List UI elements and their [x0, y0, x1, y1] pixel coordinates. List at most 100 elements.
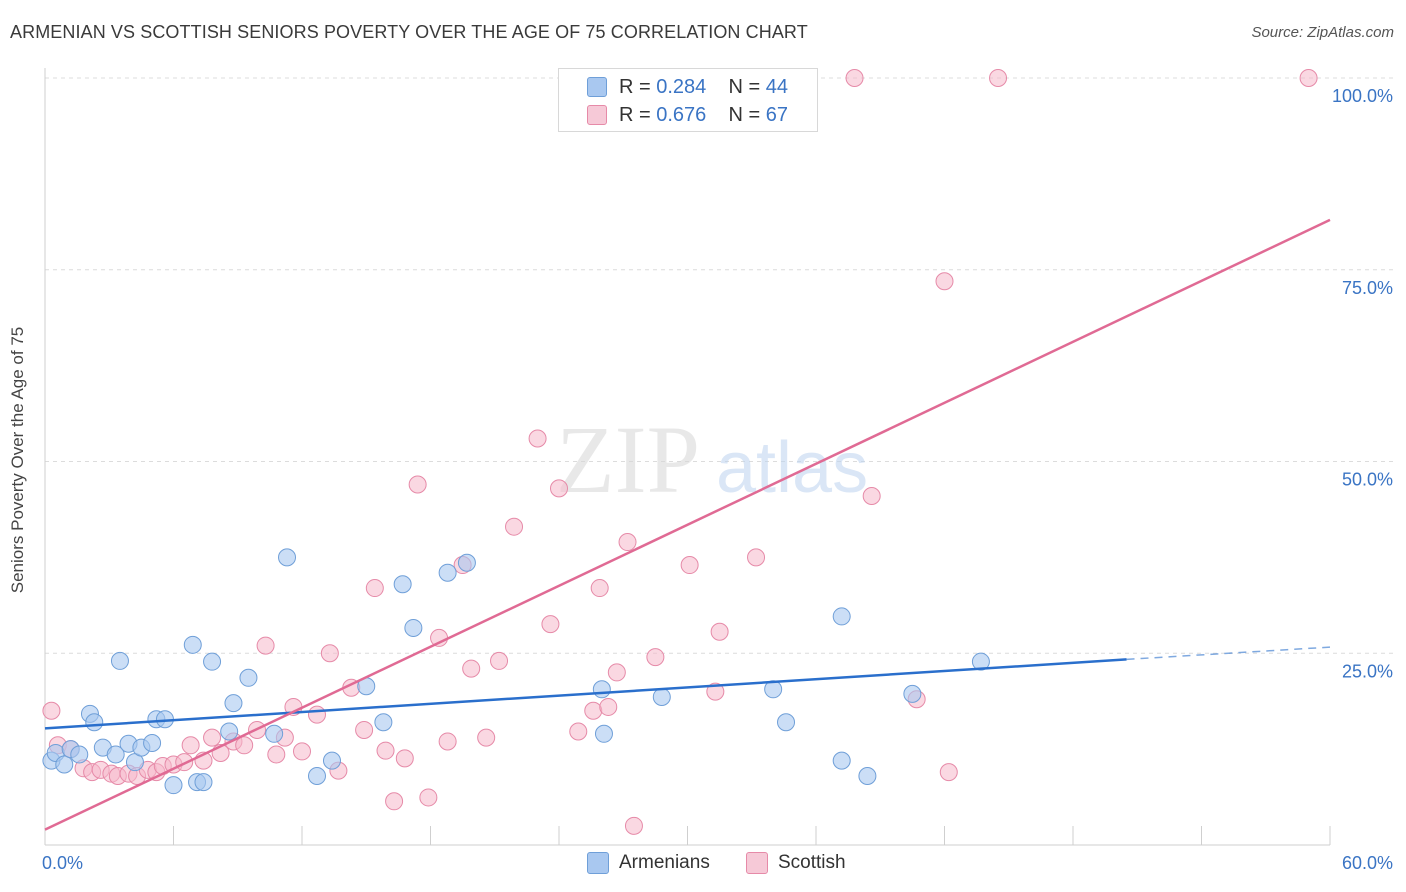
- armenian-point: [239, 668, 258, 687]
- scottish-point: [355, 720, 374, 739]
- scottish-point: [550, 479, 568, 498]
- armenians-swatch: [587, 77, 607, 97]
- scottish-point: [175, 753, 194, 772]
- scottish-point: [706, 682, 725, 701]
- scottish-point: [408, 475, 427, 494]
- scottish-point: [747, 548, 766, 567]
- scottish-point: [618, 533, 637, 552]
- scottish-point: [607, 663, 626, 682]
- armenian-point: [265, 724, 284, 743]
- scottish-point: [935, 272, 954, 291]
- armenian-point: [777, 713, 796, 732]
- scottish-swatch: [587, 105, 607, 125]
- legend-label-armenians: Armenians: [619, 852, 710, 873]
- tick-labels: 25.0% 50.0% 75.0% 100.0% 0.0% 60.0%: [42, 86, 1393, 873]
- n-label: N =: [728, 103, 761, 126]
- armenian-point: [858, 766, 877, 785]
- scottish-point: [528, 429, 547, 448]
- armenian-point: [106, 745, 125, 764]
- r-value: 0.676: [656, 103, 707, 126]
- watermark: ZIP atlas: [556, 406, 868, 513]
- armenian-point: [203, 652, 222, 671]
- scottish-point: [203, 728, 222, 747]
- armenians-trend-line: [44, 658, 1127, 730]
- series-legend: Armenians Scottish: [0, 852, 1406, 878]
- scottish-point: [590, 579, 609, 598]
- correlation-legend: R = 0.284 N = 44 R = 0.676 N = 67: [558, 68, 818, 132]
- n-value: 44: [765, 75, 789, 98]
- watermark-atlas: atlas: [716, 428, 868, 508]
- scottish-point: [680, 556, 699, 575]
- scottish-point: [181, 736, 200, 755]
- watermark-zip: ZIP: [556, 406, 700, 513]
- armenian-points: [42, 548, 990, 795]
- armenian-point: [70, 745, 89, 764]
- scottish-legend-swatch: [746, 852, 768, 874]
- legend-row-armenians: R = 0.284 N = 44: [619, 73, 788, 101]
- armenian-point: [652, 687, 671, 706]
- scottish-point: [42, 701, 61, 720]
- armenians-trend-extension: [1126, 646, 1331, 661]
- scottish-point: [293, 742, 311, 761]
- legend-item-armenians: Armenians: [587, 852, 710, 874]
- source-credit: Source: ZipAtlas.com: [1251, 24, 1394, 41]
- scottish-trend-line: [44, 218, 1331, 831]
- armenian-point: [85, 713, 104, 732]
- scottish-point: [584, 701, 603, 720]
- scottish-point: [462, 659, 481, 678]
- armenian-point: [143, 733, 162, 752]
- scottish-point: [569, 722, 588, 741]
- r-label: R =: [619, 75, 651, 98]
- grid-lines: [45, 77, 1395, 654]
- armenian-point: [457, 553, 476, 572]
- n-value: 67: [765, 103, 789, 126]
- scottish-point: [599, 697, 618, 716]
- armenian-point: [971, 652, 990, 671]
- legend-item-scottish: Scottish: [746, 852, 846, 874]
- scottish-point: [438, 732, 457, 751]
- scottish-point: [1299, 69, 1318, 87]
- armenian-point: [220, 722, 239, 741]
- armenian-point: [55, 755, 74, 774]
- scottish-point: [256, 636, 275, 655]
- scottish-point: [376, 741, 395, 760]
- armenian-point: [374, 713, 393, 732]
- trend-lines: [44, 218, 1331, 831]
- r-label: R =: [619, 103, 651, 126]
- scottish-point: [320, 644, 339, 663]
- scottish-point: [541, 615, 560, 634]
- armenians-legend-swatch: [587, 852, 609, 874]
- legend-label-scottish: Scottish: [778, 852, 846, 873]
- scottish-points: [42, 69, 1318, 835]
- scottish-point: [267, 745, 286, 764]
- armenian-point: [594, 724, 613, 743]
- armenian-point: [393, 575, 412, 594]
- armenian-point: [224, 694, 243, 713]
- scottish-point: [490, 651, 509, 670]
- scottish-point: [419, 788, 438, 807]
- scottish-point: [505, 517, 524, 536]
- scottish-point: [395, 749, 414, 768]
- x-tick-label: 0.0%: [42, 853, 83, 873]
- scottish-point: [845, 69, 864, 87]
- scottish-point: [235, 736, 254, 755]
- n-label: N =: [728, 75, 761, 98]
- y-axis-label: Seniors Poverty Over the Age of 75: [8, 326, 27, 594]
- armenian-point: [592, 680, 611, 699]
- scottish-point: [624, 816, 643, 835]
- axes: [44, 68, 1331, 846]
- y-tick-label: 25.0%: [1342, 661, 1393, 681]
- y-tick-label: 75.0%: [1342, 278, 1393, 298]
- scottish-point: [646, 648, 665, 667]
- scottish-point: [385, 792, 404, 811]
- scottish-point: [710, 622, 729, 641]
- armenian-point: [278, 548, 297, 567]
- armenian-point: [832, 751, 851, 770]
- y-tick-label: 50.0%: [1342, 470, 1393, 490]
- armenian-point: [164, 776, 183, 795]
- r-value: 0.284: [656, 75, 707, 98]
- scottish-point: [989, 69, 1008, 87]
- armenian-point: [322, 751, 341, 770]
- armenian-point: [404, 618, 423, 637]
